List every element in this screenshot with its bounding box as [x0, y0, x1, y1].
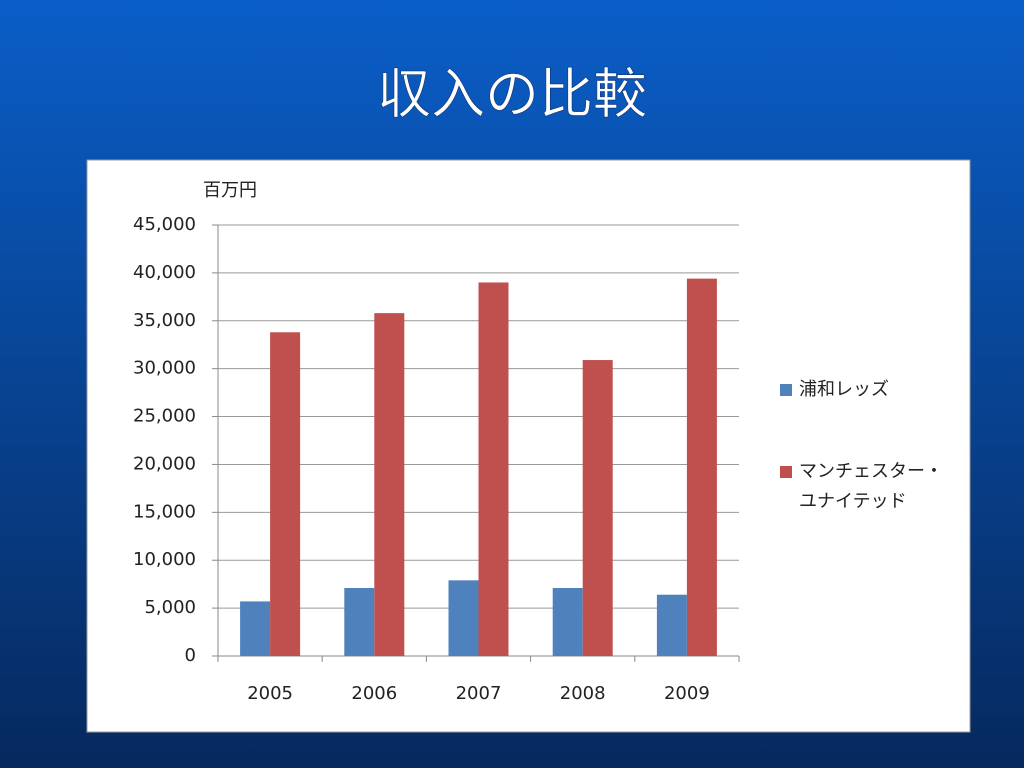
- x-tick-label: 2006: [351, 683, 397, 704]
- legend-label: 浦和レッズ: [799, 379, 889, 400]
- bar: [656, 594, 687, 656]
- y-tick-label: 0: [185, 645, 196, 666]
- bar: [582, 360, 613, 656]
- y-tick-label: 40,000: [133, 262, 196, 283]
- y-tick-label: 45,000: [133, 214, 196, 235]
- x-tick-label: 2005: [247, 683, 293, 704]
- y-axis-label: 百万円: [203, 180, 257, 201]
- y-tick-label: 25,000: [133, 406, 196, 427]
- y-tick-label: 20,000: [133, 453, 196, 474]
- legend-item: 浦和レッズ: [780, 378, 950, 405]
- bar: [374, 313, 405, 656]
- bar: [448, 580, 479, 656]
- bar: [478, 282, 509, 656]
- bar: [344, 587, 375, 656]
- y-tick-label: 10,000: [133, 549, 196, 570]
- chart-title: 収入の比較: [377, 63, 647, 126]
- x-tick-label: 2009: [664, 683, 710, 704]
- x-tick-label: 2007: [456, 683, 502, 704]
- bar: [270, 332, 301, 656]
- y-tick-label: 30,000: [133, 358, 196, 379]
- x-tick-label: 2008: [560, 683, 606, 704]
- legend-item: マンチェスター・ユナイテッド: [780, 460, 950, 517]
- bar: [552, 587, 583, 656]
- y-tick-label: 35,000: [133, 310, 196, 331]
- y-tick-label: 5,000: [144, 597, 196, 618]
- y-tick-label: 15,000: [133, 501, 196, 522]
- legend-label: マンチェスター・ユナイテッド: [799, 461, 943, 512]
- bar: [240, 601, 271, 656]
- legend-swatch: [780, 384, 792, 396]
- legend-swatch: [780, 466, 792, 478]
- bar: [686, 278, 717, 656]
- chart-panel: [86, 159, 971, 733]
